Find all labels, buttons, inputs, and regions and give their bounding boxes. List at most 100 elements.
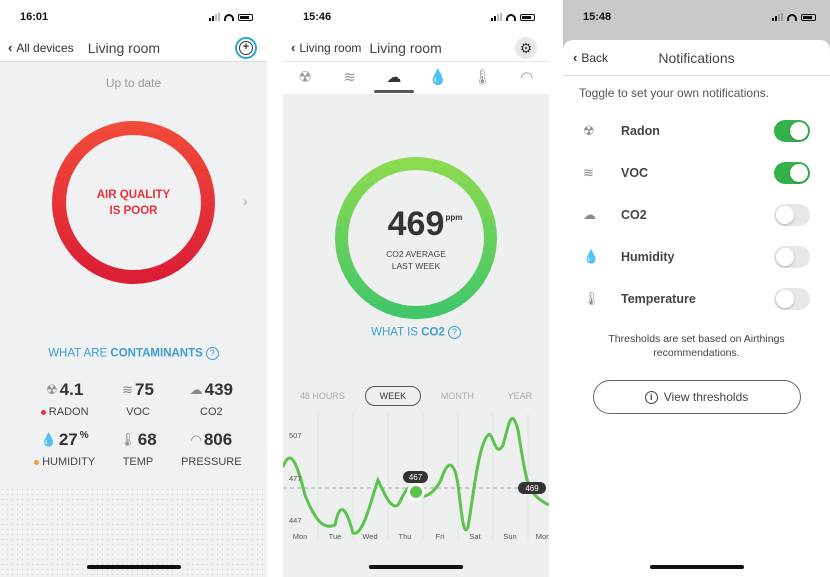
tab-pressure[interactable]: ◠ — [507, 62, 547, 94]
wifi-icon — [787, 13, 797, 21]
cloud-icon: ☁ — [583, 207, 596, 222]
view-thresholds-button[interactable]: i View thresholds — [592, 380, 801, 414]
nav-bar: ‹ All devices Living room + — [0, 34, 267, 62]
humidity-toggle[interactable] — [774, 246, 810, 268]
instructions: Toggle to set your own notifications. — [579, 86, 770, 100]
radon-icon: ☢ — [583, 123, 595, 138]
alert-dot-red — [40, 409, 46, 415]
page-title: Living room — [369, 39, 442, 56]
voc-toggle[interactable] — [774, 162, 810, 184]
x-axis-labels: Mon Tue Wed Thu Fri Sat Sun Mon — [293, 532, 549, 541]
co2-series-line — [283, 416, 549, 535]
tab-humidity[interactable]: 💧 — [418, 62, 458, 94]
voc-icon: ≋ — [122, 382, 133, 397]
notification-row-temperature: 🌡 Temperature — [563, 278, 830, 320]
thermometer-icon: 🌡 — [119, 432, 136, 447]
thermometer-icon: 🌡 — [583, 291, 600, 306]
voc-icon: ≋ — [343, 69, 356, 86]
tab-co2[interactable]: ☁ — [373, 62, 414, 94]
back-button[interactable]: ‹ Back — [573, 50, 608, 65]
wifi-icon — [506, 13, 516, 21]
metric-label: HUMIDITY — [42, 456, 96, 468]
metric-co2[interactable]: ☁ 439 CO2 — [175, 380, 248, 418]
radon-icon: ☢ — [298, 69, 312, 86]
status-bar: 15:48 — [563, 0, 830, 34]
co2-toggle[interactable] — [774, 204, 810, 226]
learn-prefix: WHAT IS — [371, 326, 422, 339]
metric-radon[interactable]: ☢ 4.1 RADON — [28, 380, 101, 418]
metric-value: 439 — [204, 380, 234, 399]
temperature-toggle[interactable] — [774, 288, 810, 310]
nav-bar: ‹ Living room Living room ⚙ — [283, 34, 549, 62]
svg-text:507: 507 — [289, 431, 302, 440]
metric-humidity[interactable]: 💧 27% HUMIDITY — [28, 430, 101, 468]
tab-temperature[interactable]: 🌡 — [462, 62, 502, 94]
co2-line-chart[interactable]: 467 469 507 477 447 Mon Tue Wed Thu Fri … — [283, 405, 549, 550]
sync-status: Up to date — [105, 76, 162, 90]
add-button[interactable]: + — [235, 37, 257, 59]
clock: 15:48 — [583, 11, 612, 23]
settings-button[interactable]: ⚙ — [515, 37, 537, 59]
metric-temp[interactable]: 🌡 68 TEMP — [101, 430, 174, 468]
back-button[interactable]: ‹ All devices — [8, 40, 74, 55]
clock: 16:01 — [20, 11, 49, 23]
help-icon: ? — [447, 326, 461, 339]
gauge-icon: ◠ — [520, 69, 534, 86]
notification-row-voc: ≋ VOC — [563, 152, 830, 194]
period-week[interactable]: WEEK — [364, 386, 422, 406]
alert-dot-orange — [34, 459, 40, 465]
radon-toggle[interactable] — [774, 120, 810, 142]
co2-value: 469 — [387, 204, 445, 243]
learn-bold: CO2 — [421, 326, 445, 339]
sensor-tabs: ☢ ≋ ☁ 💧 🌡 ◠ — [283, 62, 549, 94]
period-month[interactable]: MONTH — [440, 391, 474, 401]
notification-row-co2: ☁ CO2 — [563, 194, 830, 236]
svg-text:Mon: Mon — [536, 532, 549, 541]
tab-radon[interactable]: ☢ — [285, 62, 325, 94]
air-quality-ring[interactable]: AIR QUALITY IS POOR — [52, 121, 215, 284]
chevron-left-icon: ‹ — [573, 50, 578, 65]
droplet-icon: 💧 — [428, 69, 448, 86]
home-indicator[interactable] — [649, 565, 744, 569]
cloud-icon: ☁ — [386, 69, 402, 86]
row-label: CO2 — [621, 208, 647, 222]
battery-icon — [238, 13, 253, 21]
what-are-contaminants-link[interactable]: WHAT ARE CONTAMINANTS? — [0, 347, 267, 360]
sheet-nav: ‹ Back Notifications — [563, 40, 830, 76]
chevron-left-icon: ‹ — [291, 40, 296, 55]
home-indicator[interactable] — [86, 565, 181, 569]
learn-bold: CONTAMINANTS — [110, 347, 203, 360]
co2-unit: ppm — [445, 212, 463, 222]
co2-caption-2: LAST WEEK — [391, 260, 441, 271]
chevron-right-icon[interactable]: › — [243, 193, 248, 209]
row-label: Temperature — [621, 292, 696, 306]
help-icon: ? — [205, 347, 219, 360]
row-label: Humidity — [621, 250, 675, 264]
home-indicator[interactable] — [369, 565, 463, 569]
back-label: Living room — [299, 40, 362, 55]
tab-voc[interactable]: ≋ — [329, 62, 369, 94]
metric-value: 75 — [134, 380, 154, 399]
back-button[interactable]: ‹ Living room — [291, 40, 361, 55]
what-is-co2-link[interactable]: WHAT IS CO2? — [283, 326, 549, 339]
status-icons — [772, 13, 816, 21]
metric-voc[interactable]: ≋ 75 VOC — [101, 380, 174, 418]
metric-label: PRESSURE — [181, 456, 242, 468]
screen-co2-detail: 15:46 ‹ Living room Living room ⚙ ☢ ≋ ☁ 💧… — [283, 0, 549, 577]
metric-pressure[interactable]: ◠ 806 PRESSURE — [175, 430, 248, 468]
period-year[interactable]: YEAR — [507, 391, 533, 401]
svg-text:Sun: Sun — [503, 532, 516, 541]
status-icons — [209, 13, 253, 21]
svg-text:Tue: Tue — [329, 532, 342, 541]
period-48-hours[interactable]: 48 HOURS — [299, 391, 345, 401]
wifi-icon — [224, 13, 234, 21]
gauge-icon: ◠ — [190, 432, 202, 447]
voc-icon: ≋ — [583, 165, 594, 180]
cloud-icon: ☁ — [189, 382, 203, 397]
signal-icon — [491, 13, 502, 21]
signal-icon — [772, 13, 783, 21]
period-selector: 48 HOURS WEEK MONTH YEAR — [283, 386, 549, 406]
metric-value: 27 — [58, 430, 78, 449]
metric-label: VOC — [126, 406, 150, 418]
dotted-background — [0, 487, 267, 577]
